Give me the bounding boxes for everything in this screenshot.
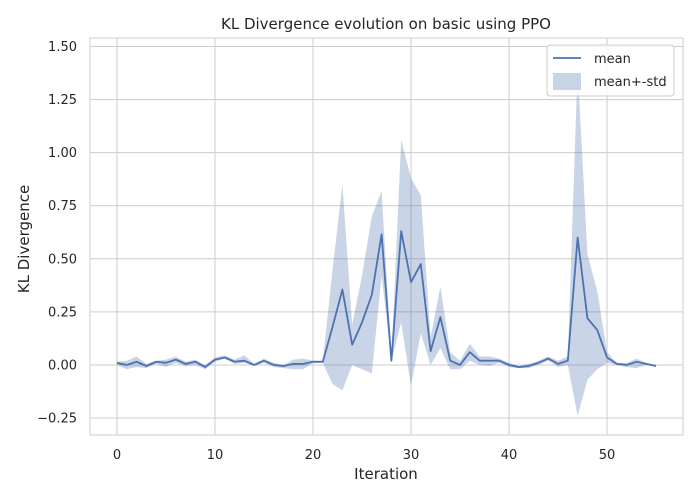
y-tick-label: 1.25 <box>48 93 77 108</box>
y-tick-label: 0.00 <box>48 358 77 373</box>
mean-line-layer <box>116 230 657 368</box>
x-axis-label: Iteration <box>354 465 418 483</box>
legend: mean mean+-std <box>546 44 675 97</box>
legend-mean-label: mean <box>594 52 631 67</box>
x-tick-label: 0 <box>113 448 121 463</box>
y-tick-label: 1.50 <box>48 40 77 55</box>
x-tick-label: 50 <box>599 448 616 463</box>
plot-frame <box>89 37 684 436</box>
y-tick-labels: −0.25 0.00 0.25 0.50 0.75 1.00 1.25 1.50 <box>37 40 77 427</box>
x-tick-label: 10 <box>207 448 224 463</box>
x-tick-label: 40 <box>501 448 518 463</box>
y-axis-label: KL Divergence <box>15 185 33 293</box>
grid <box>90 38 683 435</box>
y-tick-label: −0.25 <box>37 412 77 427</box>
x-tick-labels: 0 10 20 30 40 50 <box>113 448 615 463</box>
y-tick-label: 0.75 <box>48 199 77 214</box>
y-tick-label: 0.25 <box>48 305 77 320</box>
legend-band-label: mean+-std <box>594 75 667 90</box>
mean-line <box>116 230 657 368</box>
y-tick-label: 1.00 <box>48 146 77 161</box>
x-tick-label: 30 <box>403 448 420 463</box>
legend-band-swatch <box>553 73 581 90</box>
y-tick-label: 0.50 <box>48 252 77 267</box>
x-tick-label: 20 <box>305 448 322 463</box>
chart-title: KL Divergence evolution on basic using P… <box>221 15 551 33</box>
